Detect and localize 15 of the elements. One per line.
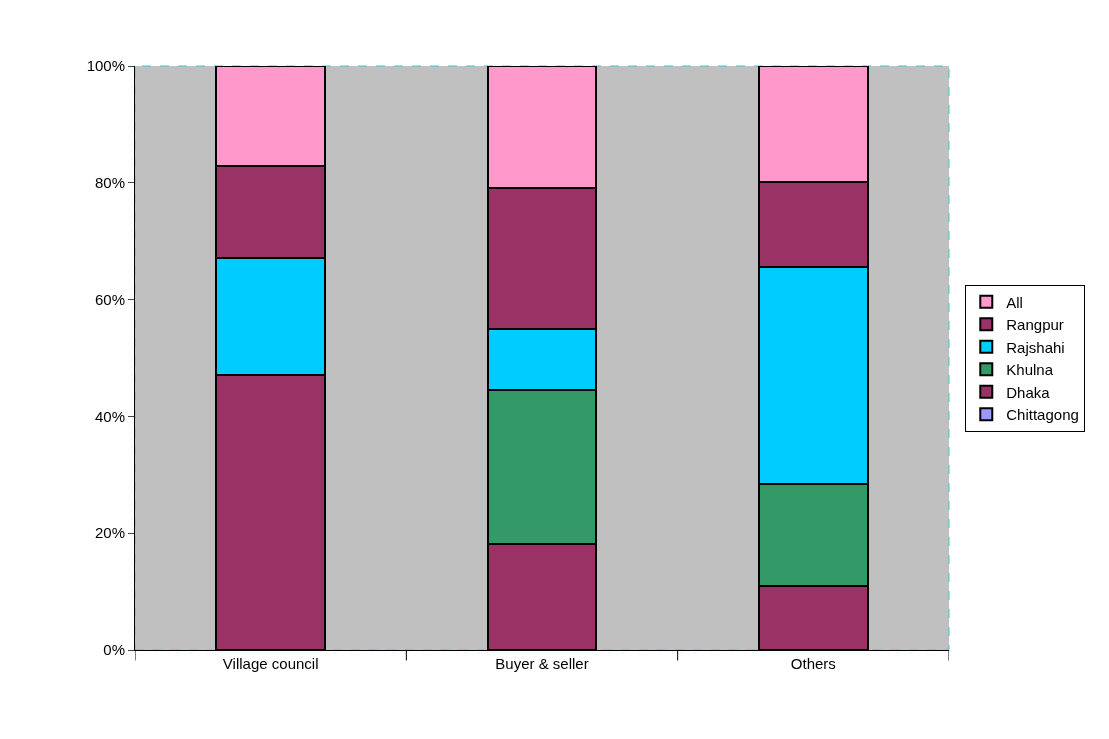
legend-label: Rangpur	[1006, 316, 1064, 334]
legend-label: All	[1006, 293, 1023, 311]
y-tick-label: 60%	[94, 290, 125, 308]
y-tick-label: 100%	[86, 57, 125, 75]
y-tick-label: 80%	[94, 174, 125, 192]
legend-label: Khulna	[1006, 361, 1054, 379]
x-tick-label: Village council	[222, 655, 319, 672]
y-tick-label: 20%	[94, 524, 125, 542]
legend-label: Rajshahi	[1006, 338, 1065, 356]
x-tick-label: Others	[790, 655, 836, 672]
x-tick-label: Buyer & seller	[495, 655, 589, 672]
y-tick-label: 40%	[94, 407, 125, 425]
legend-label: Chittagong	[1006, 406, 1079, 424]
legend-label: Dhaka	[1006, 383, 1051, 401]
y-tick-label: 0%	[103, 641, 125, 659]
